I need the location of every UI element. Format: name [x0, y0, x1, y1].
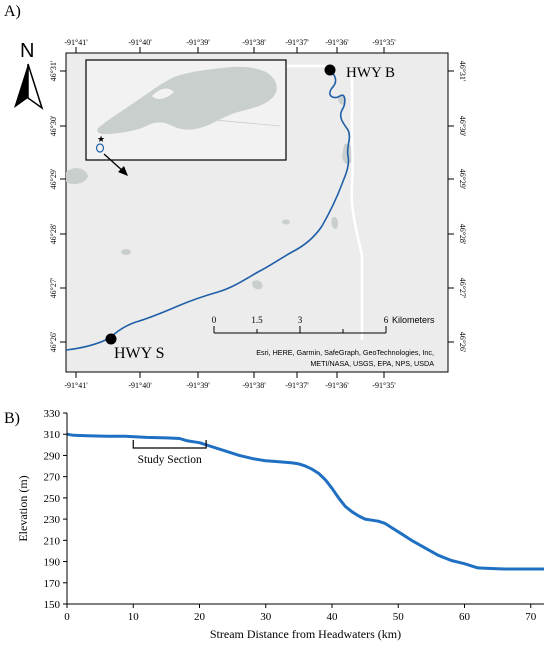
x-axis-title: Stream Distance from Headwaters (km) [210, 627, 401, 641]
y-tick-label: 170 [44, 578, 61, 590]
lat-tick-label: 46°26' [458, 332, 467, 353]
lon-tick-label: -91°41' [64, 38, 88, 47]
lat-tick-label: 46°27' [49, 277, 58, 298]
north-arrow: N [10, 40, 46, 112]
river [65, 69, 351, 351]
x-tick-label: 0 [64, 611, 70, 623]
lat-tick-label: 46°27' [458, 278, 467, 299]
map-attribution: METI/NASA, USGS, EPA, NPS, USDA [310, 359, 434, 368]
map-frame: -91°41' -91°40' -91°39' -91°38' -91°37' … [49, 38, 467, 390]
road [350, 72, 364, 340]
lon-tick-label: -91°36' [325, 381, 349, 390]
study-section-label: Study Section [138, 454, 202, 466]
lon-tick-label: -91°37' [285, 38, 309, 47]
lake [331, 216, 339, 229]
y-axis-title: Elevation (m) [16, 475, 30, 541]
lat-tick-label: 46°28' [458, 224, 467, 245]
y-tick-label: 190 [44, 557, 61, 569]
lon-tick-label: -91°41' [64, 381, 88, 390]
y-tick-label: 150 [44, 599, 61, 611]
lon-tick-label: -91°38' [242, 38, 266, 47]
elevation-series-line [66, 432, 544, 571]
scale-label: 1.5 [251, 315, 263, 325]
scale-bar [213, 326, 387, 334]
lon-tick-label: -91°35' [372, 38, 396, 47]
panel-a-label: A) [4, 3, 21, 20]
lat-tick-label: 46°30' [458, 116, 467, 137]
site-marker-hwy-b [324, 64, 336, 76]
lon-tick-marks [75, 47, 385, 378]
site-label-hwy-b: HWY B [346, 65, 395, 81]
inset-site-outline [95, 143, 105, 153]
lon-tick-label: -91°36' [325, 38, 349, 47]
scale-label: 6 [384, 315, 389, 325]
map-attribution: Esri, HERE, Garmin, SafeGraph, GeoTechno… [256, 348, 434, 357]
study-section-bracket [132, 440, 207, 449]
inset-map: ★ [85, 59, 287, 176]
scale-unit: Kilometers [392, 315, 435, 325]
panel-b: B) 150 170 190 210 230 250 270 290 310 330 0 10 20 30… [0, 405, 550, 647]
lake [66, 168, 88, 184]
lon-tick-label: -91°40' [128, 381, 152, 390]
panel-b-label: B) [4, 410, 20, 427]
lon-tick-label: -91°39' [186, 38, 210, 47]
lake [252, 280, 263, 290]
north-arrow-icon [14, 63, 44, 110]
inset-peninsula [152, 88, 174, 99]
lat-tick-label: 46°28' [49, 223, 58, 244]
scale-label: 0 [212, 315, 217, 325]
panel-a: A) N [4, 3, 467, 390]
lat-tick-label: 46°31' [458, 61, 467, 82]
lat-tick-label: 46°31' [49, 60, 58, 81]
y-tick-label: 230 [44, 514, 61, 526]
x-tick-label: 20 [194, 611, 206, 623]
lon-tick-label: -91°35' [372, 381, 396, 390]
x-tick-label: 50 [393, 611, 405, 623]
north-label: N [20, 40, 35, 62]
inset-lake-superior [97, 66, 277, 134]
y-tick-label: 210 [44, 535, 61, 547]
y-tick-label: 330 [44, 408, 61, 420]
x-tick-label: 10 [128, 611, 140, 623]
lon-tick-label: -91°39' [186, 381, 210, 390]
site-marker-hwy-s [105, 333, 117, 345]
lon-tick-label: -91°38' [242, 381, 266, 390]
x-tick-label: 40 [327, 611, 339, 623]
lat-tick-marks [60, 70, 454, 343]
lat-tick-label: 46°30' [49, 115, 58, 136]
lat-tick-label: 46°29' [458, 169, 467, 190]
scale-label: 3 [298, 315, 303, 325]
inset-pointer-arrow [103, 153, 125, 173]
lake [121, 249, 131, 255]
y-tick-label: 270 [44, 472, 61, 484]
lat-tick-label: 46°26' [49, 331, 58, 352]
lake [282, 219, 290, 225]
lon-tick-label: -91°37' [285, 381, 309, 390]
y-tick-label: 250 [44, 493, 61, 505]
x-tick-label: 60 [459, 611, 471, 623]
x-tick-label: 70 [525, 611, 537, 623]
lat-tick-label: 46°29' [49, 168, 58, 189]
inset-star-icon: ★ [97, 134, 105, 144]
y-tick-label: 290 [44, 450, 61, 462]
site-label-hwy-s: HWY S [114, 345, 165, 362]
x-tick-label: 30 [260, 611, 272, 623]
elevation-chart: 150 170 190 210 230 250 270 290 310 330 0 10 20 30 40 5… [16, 408, 544, 641]
lon-tick-label: -91°40' [128, 38, 152, 47]
y-tick-label: 310 [44, 429, 61, 441]
